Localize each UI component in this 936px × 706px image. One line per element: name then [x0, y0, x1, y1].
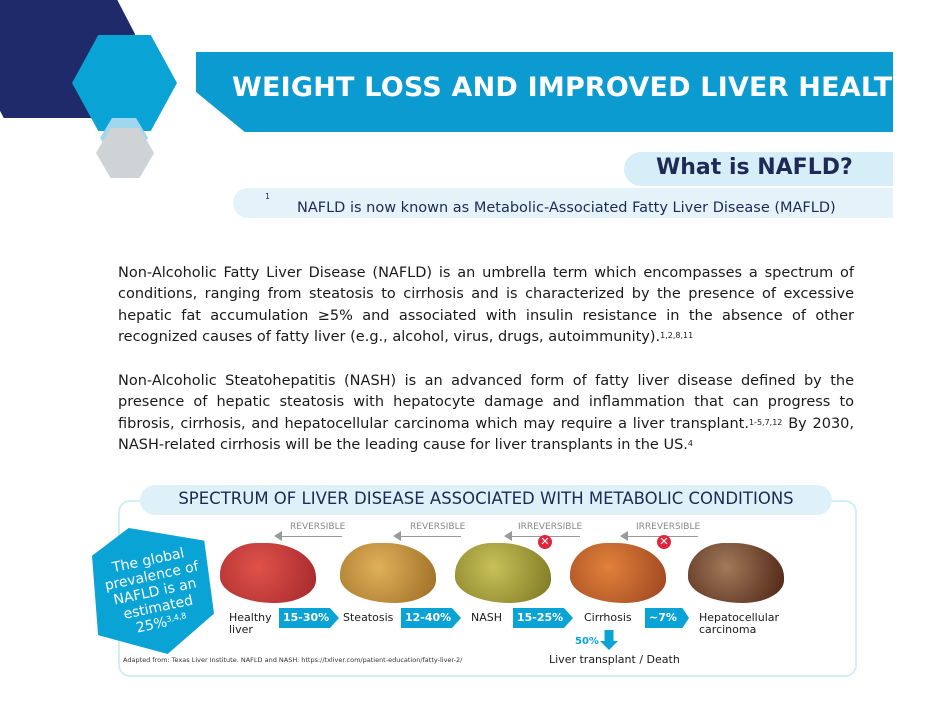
reversible-arrow-line — [282, 536, 342, 537]
stage-label-steatosis: Steatosis — [343, 611, 394, 624]
citation: 1 — [265, 192, 271, 201]
known-as-pill: NAFLD is now known as Metabolic-Associat… — [233, 188, 893, 218]
decorative-hexagon-blue — [72, 35, 177, 131]
carcinoma-liver-image — [688, 543, 784, 603]
arrow-left-icon — [504, 531, 512, 541]
reversibility-label: IRREVERSIBLE — [518, 522, 583, 532]
citation: 1,2,8,11 — [660, 330, 694, 340]
spectrum-title: SPECTRUM OF LIVER DISEASE ASSOCIATED WIT… — [178, 489, 794, 508]
citation: 1-5,7,12 — [748, 417, 783, 427]
progression-rate: 15-30% — [279, 608, 339, 628]
page-title: WEIGHT LOSS AND IMPROVED LIVER HEALTH — [232, 72, 916, 103]
progression-rate: 12-40% — [401, 608, 461, 628]
reversibility-label: REVERSIBLE — [410, 522, 466, 532]
title-banner — [196, 52, 893, 132]
stage-label-cirrhosis: Cirrhosis — [584, 611, 632, 624]
citation: 4 — [687, 438, 693, 448]
steatosis-liver-image — [340, 543, 436, 603]
source-footnote: Adapted from: Texas Liver Institute. NAF… — [123, 656, 463, 664]
nafld-paragraph: Non-Alcoholic Fatty Liver Disease (NAFLD… — [118, 265, 854, 345]
stage-label-nash: NASH — [471, 611, 503, 624]
blocked-x-icon: ✕ — [538, 535, 552, 549]
reversibility-label: REVERSIBLE — [290, 522, 346, 532]
reversibility-label: IRREVERSIBLE — [636, 522, 701, 532]
nash-paragraph: Non-Alcoholic Steatohepatitis (NASH) is … — [118, 373, 855, 453]
transplant-label: Liver transplant / Death — [549, 653, 680, 666]
progression-rate: 15-25% — [513, 608, 573, 628]
progression-rate: ~7% — [645, 608, 689, 628]
subtitle-pill: What is NAFLD? — [624, 152, 893, 186]
transplant-rate: 50% — [575, 636, 599, 647]
stage-label-carcinoma: Hepatocellular carcinoma — [699, 611, 780, 636]
known-as-text: NAFLD is now known as Metabolic-Associat… — [265, 192, 836, 216]
spectrum-title-background — [140, 485, 832, 515]
cirrhosis-liver-image — [570, 543, 666, 603]
section-heading: What is NAFLD? — [656, 155, 853, 180]
arrow-left-icon — [620, 531, 628, 541]
arrow-down-icon — [600, 630, 618, 650]
arrow-left-icon — [393, 531, 401, 541]
nash-liver-image — [455, 543, 551, 603]
blocked-x-icon: ✕ — [657, 535, 671, 549]
arrow-left-icon — [274, 531, 282, 541]
citation: 3,4,8 — [165, 611, 188, 625]
reversible-arrow-line — [401, 536, 461, 537]
stage-label-healthy: Healthy liver — [229, 611, 272, 636]
healthy-liver-image — [220, 543, 316, 603]
